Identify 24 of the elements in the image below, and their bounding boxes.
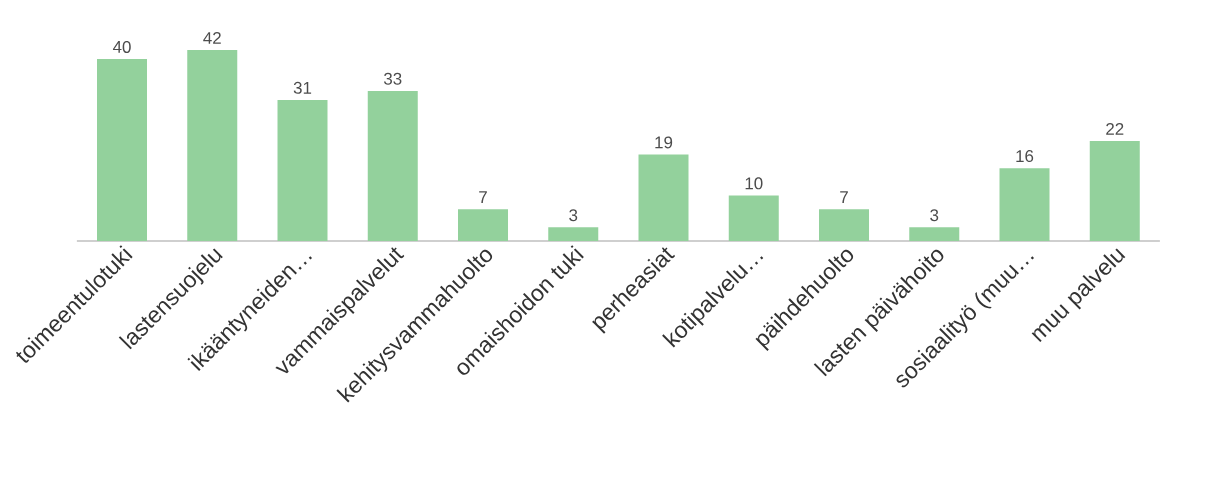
data-label: 3 — [569, 209, 578, 222]
data-label: 16 — [1016, 150, 1034, 163]
bar — [458, 209, 509, 241]
data-label: 33 — [383, 72, 402, 85]
data-label: 3 — [930, 209, 939, 222]
bar — [1089, 140, 1140, 241]
bar — [728, 195, 779, 241]
bar — [819, 209, 870, 241]
data-label: 42 — [203, 31, 221, 44]
bar — [638, 154, 689, 241]
data-label: 10 — [745, 177, 763, 190]
bar — [999, 168, 1050, 241]
bar — [97, 59, 147, 241]
data-label: 40 — [112, 40, 131, 53]
bar — [548, 227, 599, 241]
data-label: 19 — [655, 136, 673, 149]
bar — [277, 100, 328, 241]
data-label: 22 — [1106, 122, 1124, 135]
data-label: 7 — [479, 191, 487, 203]
bar — [187, 50, 238, 241]
bar — [909, 227, 960, 241]
data-label: 31 — [293, 81, 312, 94]
data-label: 7 — [840, 191, 848, 203]
bar — [367, 90, 418, 241]
